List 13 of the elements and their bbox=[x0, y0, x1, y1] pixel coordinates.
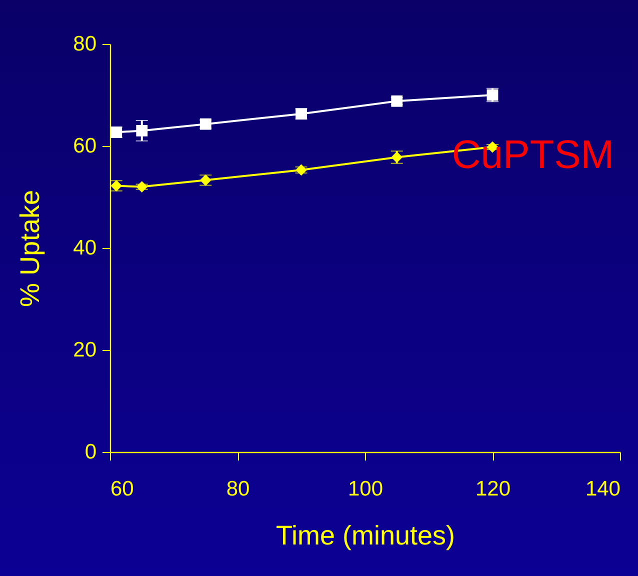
y-tick-label: 20 bbox=[73, 338, 96, 362]
y-tick-label: 0 bbox=[84, 440, 96, 464]
x-axis-title: Time (minutes) bbox=[276, 520, 456, 550]
y-tick-label: 60 bbox=[73, 134, 96, 158]
y-tick-label: 80 bbox=[73, 32, 96, 56]
annotation: CuPTSM bbox=[452, 133, 614, 177]
y-tick-label: 40 bbox=[73, 236, 96, 260]
x-tick-label: 140 bbox=[585, 478, 620, 500]
x-tick-label: 60 bbox=[110, 478, 134, 500]
x-tick-label: 120 bbox=[475, 478, 511, 500]
x-tick-label: 80 bbox=[226, 478, 250, 500]
y-axis-title: % Uptake bbox=[15, 190, 46, 308]
x-tick-label: 100 bbox=[348, 478, 384, 500]
